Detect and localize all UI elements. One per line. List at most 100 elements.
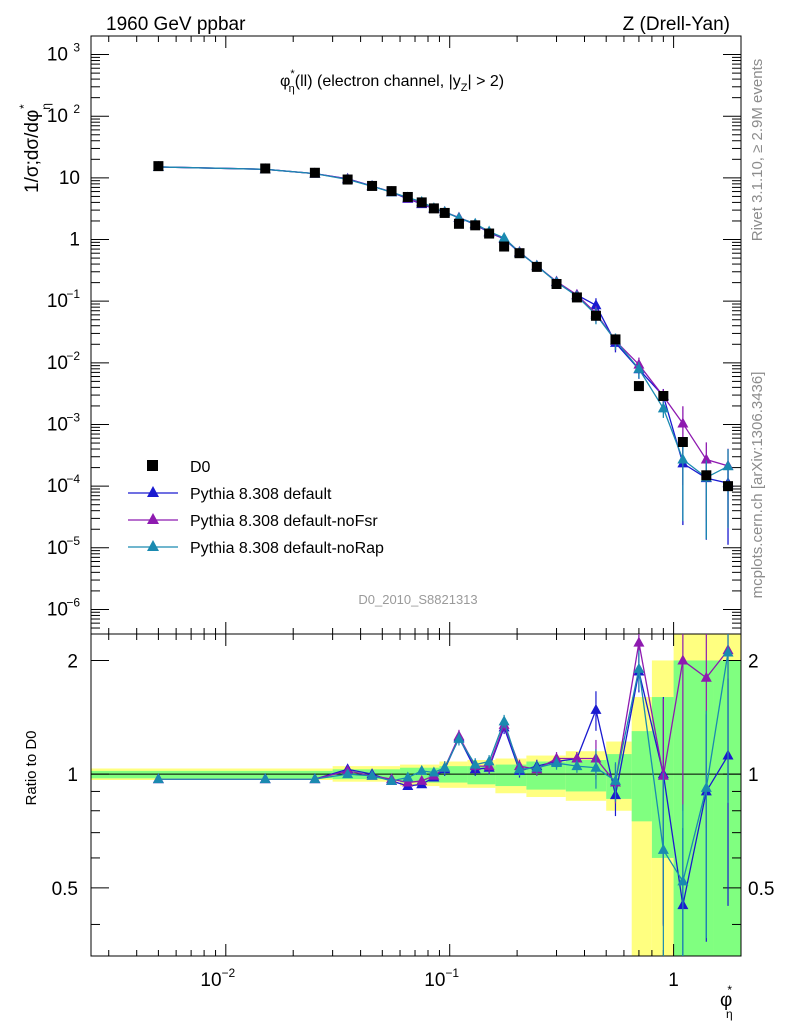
ratio-point-noRap xyxy=(386,774,398,785)
y-tick-label: 10−1 xyxy=(47,287,80,312)
y-tick-label: 10−4 xyxy=(47,472,80,497)
ratio-frame xyxy=(90,633,742,957)
data-point xyxy=(484,228,495,239)
ratio-point-noRap xyxy=(439,761,451,772)
analysis-id: D0_2010_S8821313 xyxy=(358,592,477,607)
ratio-tick-label-right: 0.5 xyxy=(748,879,774,900)
legend: D0 Pythia 8.308 default Pythia 8.308 defau… xyxy=(128,459,384,557)
y-axis-label-ratio: Ratio to D0 xyxy=(23,730,40,805)
ratio-point-noFsr xyxy=(402,776,414,787)
header-right: Z (Drell-Yan) xyxy=(623,14,730,35)
data-point xyxy=(416,197,427,208)
ratio-point-noRap xyxy=(469,758,481,769)
ratio-point-noFsr xyxy=(571,752,583,763)
plot-title: φ* η(ll) (electron channel, |yZ| > 2) xyxy=(280,68,504,95)
ratio-point-noFsr xyxy=(633,636,645,647)
data-point xyxy=(153,161,164,172)
point-noRap xyxy=(633,362,645,373)
ratio-point-noRap xyxy=(571,760,583,771)
ratio-point-noRap xyxy=(416,764,428,775)
ratio-tick-label: 1 xyxy=(67,765,78,786)
main-series xyxy=(152,160,734,545)
data-point xyxy=(342,174,353,185)
data-point xyxy=(677,437,688,448)
y-tick-label: 10 2 xyxy=(47,102,80,127)
ratio-tick-label-right: 2 xyxy=(748,651,759,672)
ratio-point-noRap xyxy=(514,763,526,774)
header-left: 1960 GeV ppbar xyxy=(106,14,246,35)
x-tick-label: 10−2 xyxy=(200,966,235,991)
ratio-point-noRap xyxy=(259,773,271,784)
ratio-point-default xyxy=(590,703,602,714)
ratio-point-noRap xyxy=(531,761,543,772)
ratio-point-noRap xyxy=(366,769,378,780)
ratio-series xyxy=(152,634,734,956)
data-point xyxy=(723,481,734,492)
y-tick-label: 10−3 xyxy=(47,410,80,435)
data-point xyxy=(531,261,542,272)
point-noFsr xyxy=(677,417,689,428)
ratio-point-noRap xyxy=(633,662,645,673)
legend-marker-default xyxy=(147,486,159,497)
data-point xyxy=(386,186,397,197)
point-default xyxy=(590,299,602,310)
y-tick-label: 10−5 xyxy=(47,534,80,559)
band-inner-segment xyxy=(631,731,652,822)
legend-label-data: D0 xyxy=(190,459,211,476)
point-noRap xyxy=(498,231,510,242)
data-point xyxy=(439,207,450,218)
legend-marker-noRap xyxy=(147,540,159,551)
ratio-point-noRap xyxy=(700,781,712,792)
data-point xyxy=(571,292,582,303)
legend-marker-data xyxy=(147,460,158,471)
y-tick-label: 10 xyxy=(59,168,80,189)
y-tick-label: 10−2 xyxy=(47,349,80,374)
point-noFsr xyxy=(700,453,712,464)
data-point xyxy=(260,163,271,174)
ratio-point-noRap xyxy=(402,771,414,782)
band-inner-segment xyxy=(713,660,741,956)
ratio-point-noFsr xyxy=(416,774,428,785)
ratio-point-noRap xyxy=(657,843,669,854)
ratio-point-noRap xyxy=(483,755,495,766)
x-axis-label: φ* η xyxy=(720,983,733,1021)
main-frame xyxy=(90,35,742,635)
legend-marker-noFsr xyxy=(147,513,159,524)
ratio-point-noRap xyxy=(677,875,689,886)
data-point xyxy=(470,220,481,231)
rivet-label: Rivet 3.1.10, ≥ 2.9M events xyxy=(749,59,766,242)
y-axis-label-main: 1/σ;dσ/dφη* xyxy=(17,103,53,193)
data-point xyxy=(701,470,712,481)
point-noRap xyxy=(677,453,689,464)
ratio-tick-label: 0.5 xyxy=(52,879,78,900)
data-point xyxy=(658,390,669,401)
ratio-point-noRap xyxy=(551,757,563,768)
data-point xyxy=(499,241,510,252)
data-point xyxy=(453,218,464,229)
y-tick-label: 10−6 xyxy=(47,595,80,620)
ratio-point-noRap xyxy=(498,715,510,726)
point-noRap xyxy=(657,402,669,413)
data-point xyxy=(428,203,439,214)
ratio-point-noRap xyxy=(309,773,321,784)
ratio-point-noRap xyxy=(453,732,465,743)
ratio-point-noRap xyxy=(590,761,602,772)
legend-label-default: Pythia 8.308 default xyxy=(190,486,332,503)
data-point xyxy=(633,381,644,392)
data-point xyxy=(514,248,525,259)
point-noRap xyxy=(722,460,734,471)
x-tick-label: 10−1 xyxy=(424,966,459,991)
mcplots-label: mcplots.cern.ch [arXiv:1306.3436] xyxy=(749,372,766,599)
ratio-tick-label-right: 1 xyxy=(748,765,759,786)
data-point xyxy=(551,278,562,289)
ratio-point-noFsr xyxy=(700,671,712,682)
data-point xyxy=(590,310,601,321)
ratio-point-noFsr xyxy=(677,654,689,665)
y-tick-label: 10 3 xyxy=(47,41,80,66)
legend-label-noFsr: Pythia 8.308 default-noFsr xyxy=(190,513,378,530)
data-point xyxy=(309,167,320,178)
band-inner-segment xyxy=(673,660,714,956)
ratio-point-noRap xyxy=(342,768,354,779)
data-point xyxy=(610,334,621,345)
